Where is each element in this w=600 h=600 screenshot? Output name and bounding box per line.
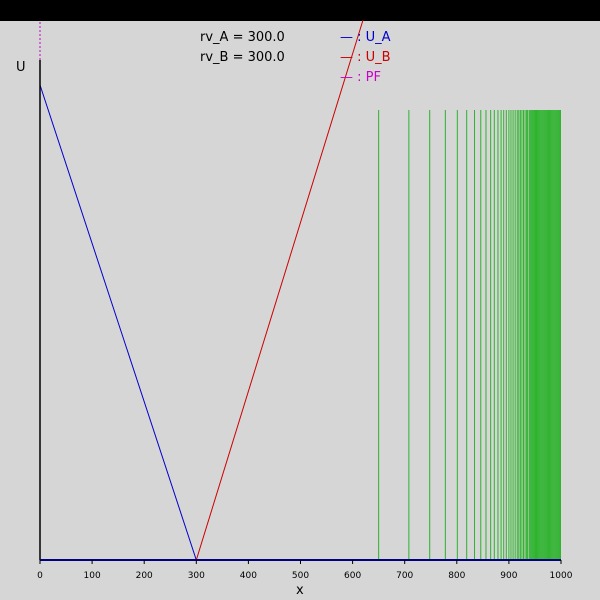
x-tick-label-500: 500 [292,571,309,581]
x-tick-label-200: 200 [136,571,153,581]
x-axis-label: x [296,583,304,598]
legend-entry-u-a: — : U_A [340,30,391,45]
x-tick-label-400: 400 [240,571,257,581]
x-tick-label-300: 300 [188,571,205,581]
param-rv-b: rv_B = 300.0 [200,50,285,65]
series-line-u-b [40,19,364,561]
x-tick-label-600: 600 [344,571,361,581]
x-tick-label-900: 900 [500,571,517,581]
x-tick-label-800: 800 [448,571,465,581]
legend-entry-pf: — : PF [340,70,381,85]
x-tick-label-100: 100 [84,571,101,581]
top-bar [0,0,600,21]
x-tick-label-0: 0 [37,571,43,581]
x-tick-label-1000: 1000 [550,571,573,581]
y-axis-label: U [16,60,26,75]
legend-entry-u-b: — : U_B [340,50,391,65]
series-line-u-a [39,84,561,561]
param-rv-a: rv_A = 300.0 [200,30,285,45]
x-tick-label-700: 700 [396,571,413,581]
